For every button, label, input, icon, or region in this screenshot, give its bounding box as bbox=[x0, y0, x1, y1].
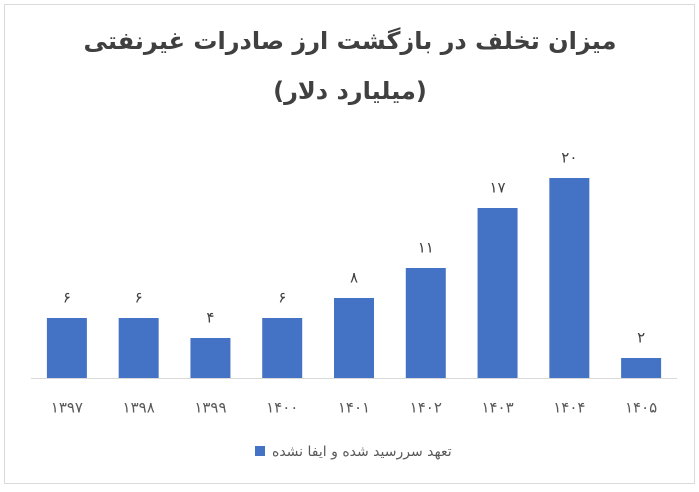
bar bbox=[46, 318, 87, 378]
data-label: ۱۱ bbox=[418, 239, 434, 257]
bar bbox=[621, 358, 662, 378]
data-label: ۶ bbox=[63, 289, 71, 307]
x-tick-label: ۱۳۹۸ bbox=[123, 399, 155, 417]
x-tick-label: ۱۴۰۱ bbox=[338, 399, 370, 417]
data-label: ۱۷ bbox=[489, 179, 505, 197]
chart-title: میزان تخلف در بازگشت ارز صادرات غیرنفتی bbox=[84, 27, 617, 55]
x-tick-label: ۱۴۰۰ bbox=[266, 399, 298, 417]
x-tick-label: ۱۴۰۴ bbox=[553, 399, 585, 417]
x-tick-label: ۱۴۰۵ bbox=[625, 399, 657, 417]
bar bbox=[334, 298, 374, 378]
legend-swatch bbox=[255, 446, 265, 456]
chart-subtitle: (میلیارد دلار) bbox=[273, 77, 427, 105]
data-label: ۴ bbox=[206, 309, 214, 327]
x-tick-label: ۱۳۹۷ bbox=[51, 399, 83, 417]
data-label: ۶ bbox=[135, 289, 143, 307]
bar bbox=[405, 268, 446, 378]
data-label: ۲۰ bbox=[561, 149, 577, 167]
bar bbox=[118, 318, 159, 378]
x-tick-label: ۱۳۹۹ bbox=[194, 399, 226, 417]
data-label: ۶ bbox=[278, 289, 286, 307]
bar bbox=[262, 318, 303, 378]
legend-label: تعهد سررسید شده و ایفا نشده bbox=[272, 444, 452, 460]
bar bbox=[190, 338, 231, 378]
bar bbox=[549, 178, 590, 378]
x-tick-label: ۱۴۰۲ bbox=[410, 399, 442, 417]
bar bbox=[477, 208, 518, 378]
x-tick-label: ۱۴۰۳ bbox=[481, 399, 513, 417]
data-label: ۸ bbox=[350, 269, 358, 287]
data-label: ۲ bbox=[637, 329, 645, 347]
